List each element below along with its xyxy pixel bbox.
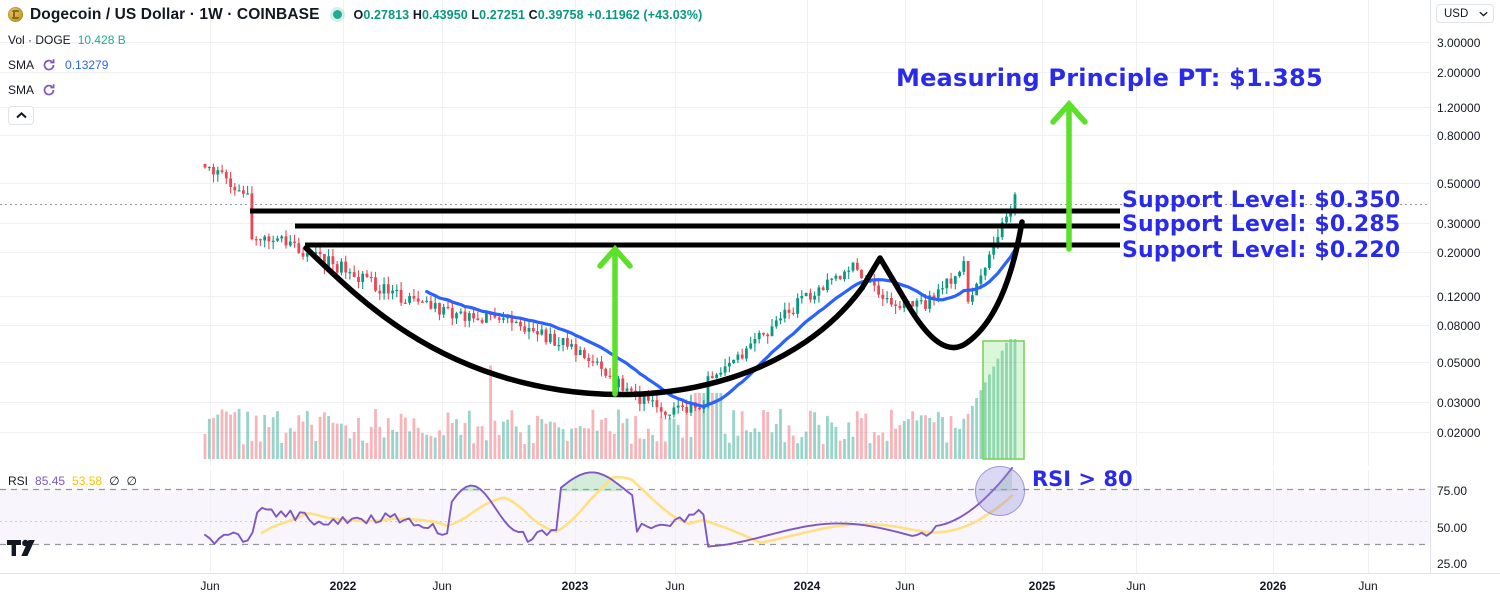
sma1-label: SMA: [8, 57, 35, 72]
time-tick-8: Jun: [1126, 579, 1146, 593]
time-axis[interactable]: Jun 2022 Jun 2023 Jun 2024 Jun 2025 Jun 2026 Jun: [0, 573, 1500, 597]
chevron-up-icon: [15, 112, 27, 119]
price-tick-3: 0.80000: [1437, 129, 1481, 143]
time-tick-6: Jun: [895, 579, 915, 593]
ohlc-low-key: L: [471, 7, 480, 22]
collapse-legend-button[interactable]: [8, 106, 34, 125]
time-tick-4: Jun: [665, 579, 685, 593]
refresh-icon[interactable]: [42, 58, 56, 72]
volume-highlight-box: [982, 340, 1025, 460]
price-tick-7: 0.12000: [1437, 290, 1481, 304]
legend-volume-row[interactable]: Vol · DOGE 10.428 B: [8, 27, 702, 52]
rsi-tick-0: 75.00: [1437, 484, 1468, 498]
currency-label: USD: [1444, 7, 1469, 20]
price-tick-6: 0.20000: [1437, 246, 1481, 260]
rsi-plot: [0, 466, 1430, 573]
time-tick-1: 2022: [329, 579, 357, 593]
price-tick-10: 0.03000: [1437, 396, 1481, 410]
rsi-legend[interactable]: RSI 85.45 53.58 ∅ ∅: [8, 474, 137, 488]
rsi-tick-2: 25.00: [1437, 557, 1468, 571]
sma2-label: SMA: [8, 82, 35, 97]
currency-selector[interactable]: USD: [1436, 4, 1494, 23]
cup-and-handle-drawing[interactable]: [0, 0, 1430, 466]
ohlc-high-key: H: [412, 7, 422, 22]
rsi-value-1: 85.45: [35, 474, 66, 488]
time-tick-3: 2023: [561, 579, 589, 593]
time-tick-2: Jun: [432, 579, 452, 593]
price-tick-0: 3.00000: [1437, 36, 1481, 50]
rsi-value-3: ∅: [109, 474, 120, 488]
rsi-value-2: 53.58: [72, 474, 103, 488]
rsi-overbought-highlight-circle: [975, 466, 1025, 516]
ohlc-change: +0.11962 (+43.03%): [587, 7, 703, 22]
time-tick-10: Jun: [1358, 579, 1378, 593]
chevron-down-icon: [1479, 11, 1488, 16]
support-level-1-annotation: Support Level: $0.350: [1122, 188, 1401, 213]
chart-legend: Dogecoin / US Dollar · 1W · COINBASE O0.…: [8, 2, 702, 125]
price-axis[interactable]: USD 3.00000 2.00000 1.20000 0.80000 0.50000 0…: [1430, 0, 1500, 573]
rsi-label: RSI: [8, 474, 29, 488]
legend-sma2-row[interactable]: SMA: [8, 77, 702, 102]
sma-blue-line: [425, 248, 1017, 409]
support-lines[interactable]: [0, 0, 1430, 466]
rsi-tick-1: 50.00: [1437, 521, 1468, 535]
rsi-value-4: ∅: [126, 474, 137, 488]
volume-bars: [203, 339, 1017, 459]
volume-label: Vol · DOGE: [8, 32, 71, 47]
measuring-principle-annotation: Measuring Principle PT: $1.385: [896, 64, 1323, 92]
price-tick-1: 2.00000: [1437, 66, 1481, 80]
ohlc-open-key: O: [353, 7, 364, 22]
market-open-dot: [332, 10, 342, 19]
rsi-note-annotation: RSI > 80: [1032, 467, 1133, 491]
sma1-value: 0.13279: [65, 57, 109, 72]
time-tick-9: 2026: [1259, 579, 1287, 593]
legend-symbol-row[interactable]: Dogecoin / US Dollar · 1W · COINBASE O0.…: [8, 2, 702, 27]
time-tick-0: Jun: [200, 579, 220, 593]
price-tick-2: 1.20000: [1437, 101, 1481, 115]
price-pane[interactable]: Measuring Principle PT: $1.385 Support L…: [0, 0, 1430, 466]
ohlc-open-value: 0.27813: [363, 7, 410, 22]
support-level-3-annotation: Support Level: $0.220: [1122, 238, 1401, 263]
ohlc-high-value: 0.43950: [421, 7, 468, 22]
symbol-title[interactable]: Dogecoin / US Dollar · 1W · COINBASE: [30, 5, 320, 23]
tradingview-logo: [7, 539, 35, 556]
price-tick-5: 0.30000: [1437, 217, 1481, 231]
price-tick-11: 0.02000: [1437, 426, 1481, 440]
measuring-arrows: [597, 99, 1088, 397]
time-tick-5: 2024: [793, 579, 821, 593]
ohlc-low-value: 0.27251: [479, 7, 526, 22]
time-tick-7: 2025: [1028, 579, 1056, 593]
ohlc-close-key: C: [528, 7, 538, 22]
dogecoin-coin-icon: [8, 7, 23, 22]
legend-sma1-row[interactable]: SMA 0.13279: [8, 52, 702, 77]
ohlc-values: O0.27813 H0.43950 L0.27251 C0.39758 +0.1…: [354, 8, 703, 22]
price-tick-4: 0.50000: [1437, 177, 1481, 191]
ohlc-close-value: 0.39758: [537, 7, 584, 22]
price-grid: [0, 0, 1430, 466]
rsi-pane[interactable]: RSI 85.45 53.58 ∅ ∅: [0, 466, 1430, 573]
volume-value: 10.428 B: [77, 32, 126, 47]
refresh-icon[interactable]: [42, 83, 56, 97]
price-tick-8: 0.08000: [1437, 319, 1481, 333]
support-level-2-annotation: Support Level: $0.285: [1122, 212, 1401, 237]
price-tick-9: 0.05000: [1437, 356, 1481, 370]
